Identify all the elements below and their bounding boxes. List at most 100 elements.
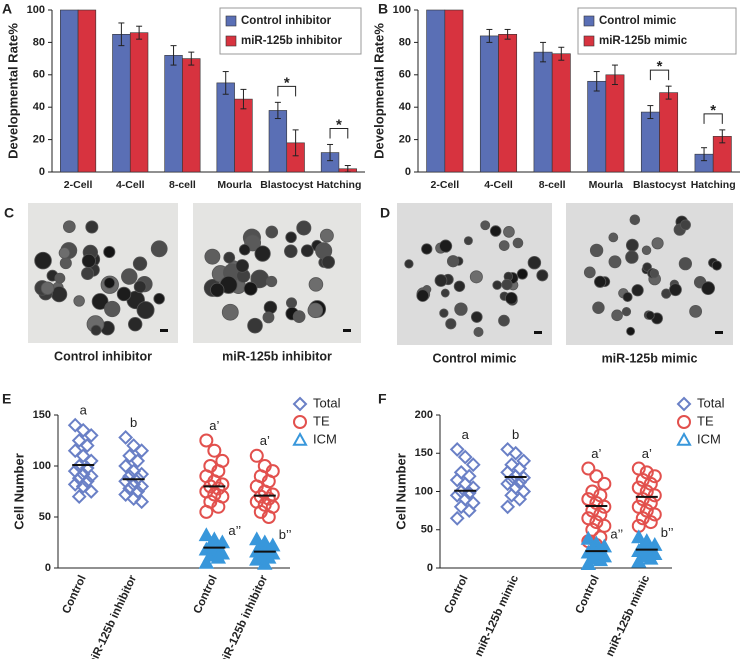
embryo — [81, 266, 95, 281]
micrograph — [28, 203, 178, 343]
embryo — [592, 301, 605, 314]
error-bar — [593, 71, 600, 92]
group-letter: a’ — [642, 446, 652, 461]
y-tick-label: 200 — [415, 409, 433, 421]
data-point — [581, 461, 596, 476]
embryo — [527, 255, 542, 270]
legend-label: ICM — [697, 431, 721, 446]
data-point — [461, 503, 477, 519]
embryo — [463, 236, 473, 246]
bar — [640, 111, 660, 173]
data-point — [118, 430, 134, 445]
y-tick-label: 100 — [33, 460, 51, 472]
y-tick-label: 40 — [399, 101, 411, 113]
y-axis-label: Developmental Rate% — [5, 23, 20, 159]
panel-letter: F — [378, 391, 387, 407]
embryo — [404, 259, 414, 269]
y-tick-label: 100 — [415, 485, 433, 497]
bar — [551, 53, 571, 173]
legend: Total TE ICM — [676, 395, 725, 446]
error-bar — [136, 25, 143, 40]
error-bar — [558, 46, 565, 61]
embryo — [480, 220, 491, 231]
group-letter: a’ — [209, 418, 219, 433]
x-tick-label: Hatching — [691, 179, 736, 191]
y-tick-label: 50 — [39, 511, 51, 523]
data-point — [199, 504, 214, 519]
bar — [605, 74, 625, 173]
embryo — [473, 326, 484, 337]
panel-letter: C — [4, 205, 14, 221]
data-point — [199, 433, 214, 448]
legend-label: TE — [697, 413, 714, 428]
embryo — [116, 286, 132, 302]
y-tick-label: 100 — [27, 4, 45, 16]
y-tick-label: 20 — [399, 134, 411, 146]
data-point — [261, 510, 276, 524]
legend-swatch — [583, 35, 595, 47]
bar — [587, 80, 607, 173]
data-point — [198, 527, 215, 542]
data-point — [79, 438, 95, 454]
scale-bar — [715, 331, 723, 334]
legend-swatch — [225, 35, 237, 47]
embryo — [649, 268, 660, 279]
legend-marker — [292, 431, 308, 446]
y-tick-label: 20 — [33, 134, 45, 146]
data-point — [449, 487, 465, 503]
embryo — [265, 275, 278, 288]
embryo — [651, 237, 664, 250]
group-letter: a’’ — [610, 526, 623, 541]
bar — [479, 35, 499, 173]
error-bar — [240, 88, 247, 110]
y-tick-label: 80 — [399, 36, 411, 48]
x-tick-label: miR-125b mimic — [473, 573, 521, 659]
embryo — [204, 248, 221, 265]
bar — [216, 82, 235, 173]
embryo — [503, 226, 515, 238]
error-bar — [665, 85, 672, 100]
y-tick-label: 60 — [399, 69, 411, 81]
micrograph — [397, 203, 552, 345]
error-bar — [274, 101, 281, 120]
data-point — [457, 449, 473, 465]
data-point — [465, 457, 481, 473]
data-point — [500, 442, 516, 457]
panel-letter: A — [2, 1, 12, 17]
data-point — [83, 484, 99, 499]
data-point — [118, 487, 134, 502]
embryo — [512, 237, 524, 249]
embryo — [498, 314, 510, 327]
data-point — [597, 476, 612, 491]
embryo — [150, 240, 168, 258]
panel-letter: E — [2, 391, 11, 407]
embryo — [121, 268, 138, 285]
embryo — [498, 240, 510, 251]
group-letter: a’’ — [228, 523, 241, 538]
embryo — [223, 251, 236, 264]
data-point — [75, 422, 91, 438]
data-point — [504, 487, 520, 503]
embryo — [238, 243, 251, 256]
data-point — [122, 481, 138, 496]
embryo — [91, 293, 109, 310]
data-point — [643, 515, 658, 530]
x-tick-label: Hatching — [316, 179, 361, 191]
scale-bar — [343, 329, 351, 332]
group-letter: b’’ — [661, 525, 674, 540]
legend-label: Control inhibitor — [241, 15, 332, 27]
embryo — [678, 257, 692, 271]
data-point — [211, 499, 226, 514]
data-point — [67, 443, 83, 459]
error-bar — [222, 71, 229, 95]
data-point — [453, 499, 469, 515]
legend-label: Total — [697, 395, 725, 410]
group-letter: a’ — [260, 433, 270, 448]
embryo — [631, 284, 644, 297]
x-tick-label: Control — [192, 573, 220, 615]
y-tick-label: 150 — [415, 447, 433, 459]
data-point — [592, 552, 609, 567]
data-point — [580, 556, 597, 570]
legend-marker — [292, 396, 308, 412]
